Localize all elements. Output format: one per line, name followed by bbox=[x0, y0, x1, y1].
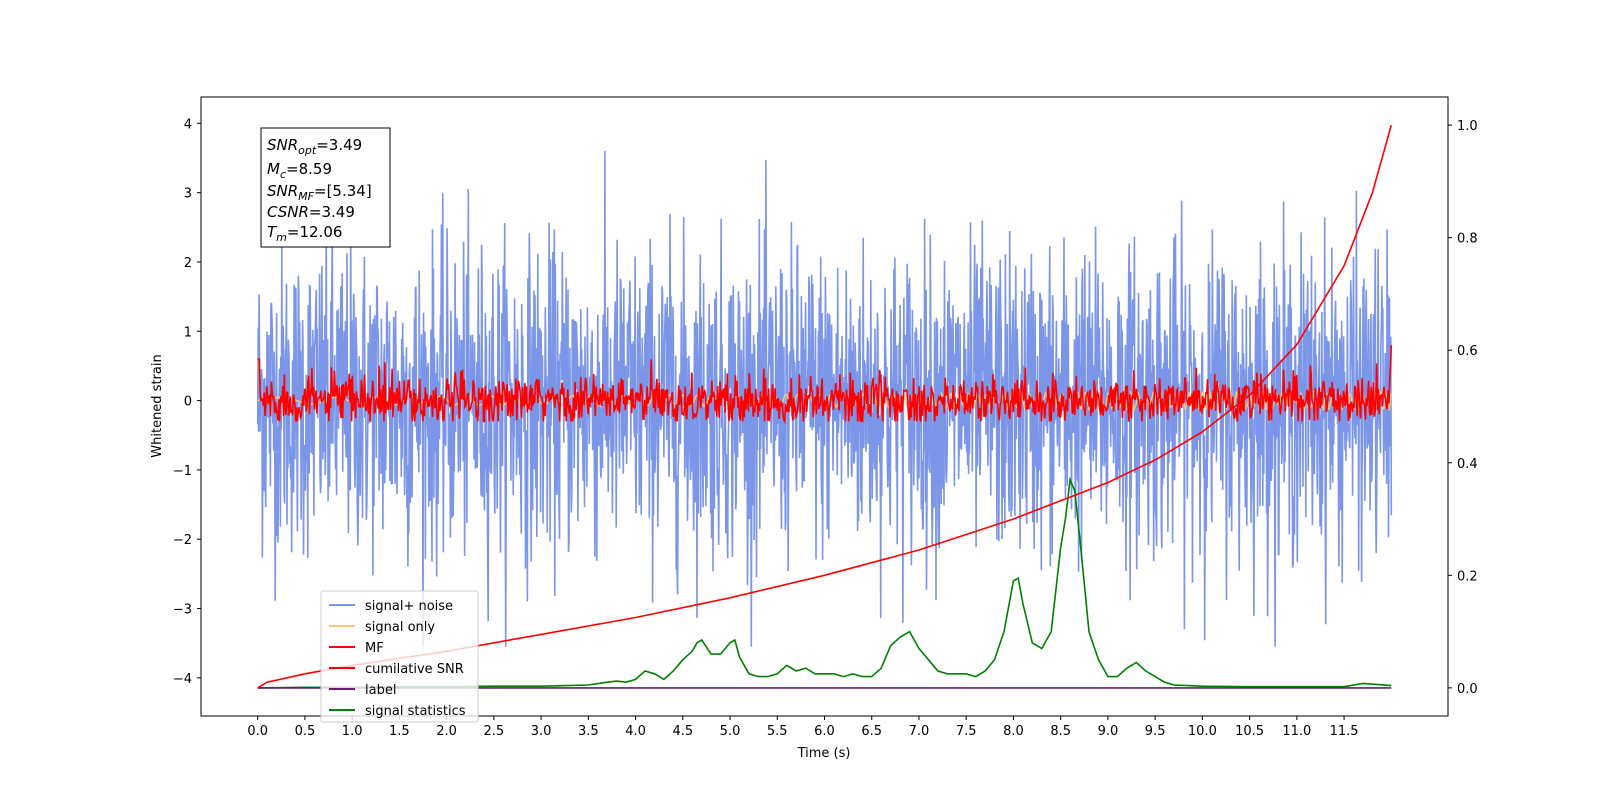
y2-tick-label: 0.2 bbox=[1457, 569, 1478, 584]
x-tick-label: 6.0 bbox=[814, 724, 835, 739]
series-signal-noise bbox=[256, 150, 1393, 647]
x-tick-label: 8.0 bbox=[1003, 724, 1024, 739]
x-tick-label: 4.0 bbox=[625, 724, 646, 739]
x-tick-label: 6.5 bbox=[861, 724, 882, 739]
stat-mc: Mc=8.59 bbox=[267, 160, 332, 181]
y-tick-label: −2 bbox=[173, 533, 192, 548]
stat-snr-mf: SNRMF=[5.34] bbox=[267, 182, 372, 203]
x-tick-label: 4.5 bbox=[672, 724, 693, 739]
y-tick-label: −1 bbox=[173, 464, 192, 479]
line-signal-noise bbox=[256, 150, 1393, 647]
y-tick-label: 3 bbox=[184, 187, 192, 202]
stat-snr-opt: SNRopt=3.49 bbox=[267, 136, 362, 157]
legend-label: cumilative SNR bbox=[365, 662, 464, 677]
line-mf bbox=[257, 345, 1393, 425]
x-tick-label: 2.5 bbox=[484, 724, 505, 739]
x-tick-label: 3.0 bbox=[531, 724, 552, 739]
stat-tm: Tm=12.06 bbox=[267, 223, 342, 244]
x-tick-label: 9.0 bbox=[1098, 724, 1119, 739]
y2-tick-label: 0.4 bbox=[1457, 457, 1478, 472]
x-tick-label: 9.5 bbox=[1145, 724, 1166, 739]
x-tick-label: 1.5 bbox=[389, 724, 410, 739]
x-tick-label: 7.5 bbox=[956, 724, 977, 739]
x-tick-label: 7.0 bbox=[909, 724, 930, 739]
legend-label: signal statistics bbox=[365, 704, 466, 719]
line-signal-statistics bbox=[257, 476, 1392, 689]
legend: signal+ noise signal only MF cumilative SNR… bbox=[320, 590, 479, 723]
legend-label: signal only bbox=[365, 620, 435, 635]
y-tick-label: −4 bbox=[173, 672, 192, 687]
x-axis-ticks: 0.0 0.5 1.0 1.5 2.0 2.5 3.0 3.5 4.0 4.5 5.0 5.5 6.0 6… bbox=[247, 716, 1359, 739]
y-tick-label: 0 bbox=[184, 395, 192, 410]
x-tick-label: 1.0 bbox=[342, 724, 363, 739]
x-tick-label: 5.0 bbox=[720, 724, 741, 739]
y2-tick-label: 0.6 bbox=[1457, 344, 1478, 359]
y-tick-label: 1 bbox=[184, 325, 192, 340]
y-tick-label: −3 bbox=[173, 603, 192, 618]
legend-label: signal+ noise bbox=[365, 599, 453, 614]
x-axis-label: Time (s) bbox=[797, 746, 851, 761]
x-tick-label: 2.0 bbox=[436, 724, 457, 739]
x-tick-label: 10.5 bbox=[1235, 724, 1264, 739]
x-tick-label: 8.5 bbox=[1050, 724, 1071, 739]
y-tick-label: 4 bbox=[184, 117, 192, 132]
x-tick-label: 10.0 bbox=[1188, 724, 1217, 739]
x-tick-label: 0.0 bbox=[247, 724, 268, 739]
y-axis-label: Whitened strain bbox=[150, 354, 165, 457]
x-tick-label: 5.5 bbox=[767, 724, 788, 739]
x-tick-label: 11.0 bbox=[1282, 724, 1311, 739]
x-tick-label: 0.5 bbox=[295, 724, 316, 739]
y2-tick-label: 0.8 bbox=[1457, 232, 1478, 247]
legend-label: label bbox=[365, 683, 396, 698]
x-tick-label: 11.5 bbox=[1330, 724, 1359, 739]
series-mf bbox=[257, 345, 1393, 425]
y2-tick-label: 0.0 bbox=[1457, 682, 1478, 697]
stats-box: SNRopt=3.49 Mc=8.59 SNRMF=[5.34] CSNR=3.… bbox=[260, 127, 391, 248]
y2-axis-ticks: 0.0 0.2 0.4 0.6 0.8 1.0 bbox=[1448, 119, 1478, 697]
y-tick-label: 2 bbox=[184, 256, 192, 271]
x-tick-label: 3.5 bbox=[578, 724, 599, 739]
y-axis-ticks: 4 3 2 1 0 −1 −2 −3 −4 bbox=[173, 117, 201, 687]
stat-csnr: CSNR=3.49 bbox=[267, 203, 355, 221]
legend-label: MF bbox=[365, 641, 384, 656]
y2-tick-label: 1.0 bbox=[1457, 119, 1478, 134]
